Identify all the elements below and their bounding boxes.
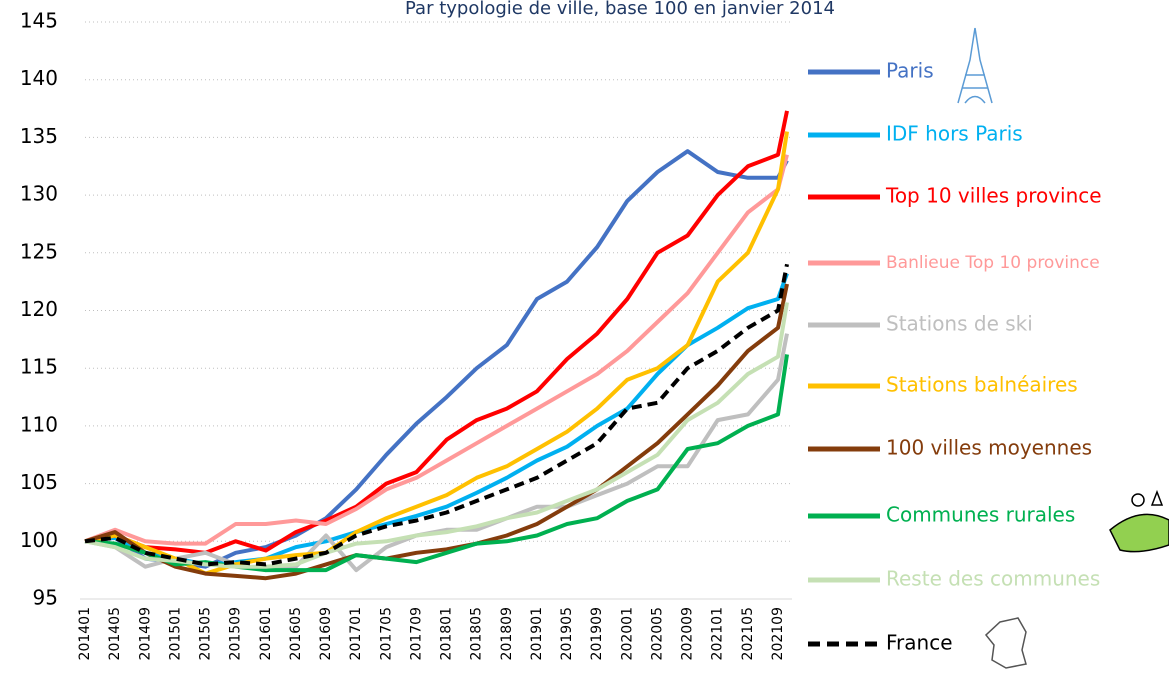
legend-label: France — [886, 631, 953, 655]
x-tick-label: 201401 — [77, 607, 93, 660]
legend-label: Banlieue Top 10 province — [886, 253, 1100, 273]
series-line — [84, 110, 789, 555]
legend-label: Top 10 villes province — [885, 184, 1102, 208]
icons — [957, 27, 1169, 669]
y-tick-label: 115 — [20, 355, 58, 379]
x-tick-label: 201701 — [348, 607, 364, 660]
series-line — [84, 302, 789, 569]
x-tick-label: 202101 — [710, 607, 726, 660]
legend-label: Reste des communes — [886, 567, 1100, 591]
legend-label: IDF hors Paris — [886, 122, 1023, 146]
series-line — [84, 263, 789, 567]
series-line — [84, 354, 789, 573]
x-tick-label: 201905 — [559, 607, 575, 660]
x-tick-label: 201405 — [107, 607, 123, 660]
x-tick-label: 201801 — [439, 607, 455, 660]
x-tick-label: 201501 — [167, 607, 183, 660]
field-icon — [1109, 489, 1169, 553]
x-tick-label: 202105 — [740, 607, 756, 660]
y-tick-label: 140 — [20, 66, 58, 90]
x-tick-label: 201509 — [228, 607, 244, 660]
legend-label: Stations balnéaires — [886, 373, 1078, 397]
y-tick-label: 110 — [20, 412, 58, 436]
y-tick-label: 100 — [20, 528, 58, 552]
x-tick-label: 201909 — [589, 607, 605, 660]
x-tick-label: 202005 — [649, 607, 665, 660]
y-tick-label: 130 — [20, 182, 58, 206]
series-line — [84, 333, 789, 573]
y-tick-label: 125 — [20, 239, 58, 263]
legend-label: Paris — [886, 59, 934, 83]
x-tick-label: 201605 — [288, 607, 304, 660]
france-icon — [984, 617, 1027, 669]
legend-label: 100 villes moyennes — [886, 436, 1092, 460]
y-tick-label: 120 — [20, 297, 58, 321]
series-line — [84, 149, 789, 569]
legend-label: Communes rurales — [886, 503, 1075, 527]
x-tick-label: 201409 — [137, 607, 153, 660]
x-tick-label: 202001 — [619, 607, 635, 660]
series-line — [84, 154, 789, 546]
x-tick-label: 201809 — [499, 607, 515, 660]
x-tick-label: 201601 — [258, 607, 274, 660]
y-tick-label: 145 — [20, 9, 58, 33]
x-tick-label: 202009 — [680, 607, 696, 660]
x-tick-label: 201705 — [378, 607, 394, 660]
x-tick-label: 201901 — [529, 607, 545, 660]
y-tick-label: 95 — [33, 586, 58, 610]
legend-label: Stations de ski — [886, 312, 1033, 336]
x-tick-label: 201505 — [198, 607, 214, 660]
chart-title: Par typologie de ville, base 100 en janv… — [405, 0, 835, 19]
x-tick-label: 202109 — [770, 607, 786, 660]
x-tick-label: 201805 — [469, 607, 485, 660]
x-tick-label: 201609 — [318, 607, 334, 660]
eiffel-icon — [957, 27, 993, 104]
y-tick-label: 135 — [20, 124, 58, 148]
series-line — [84, 283, 789, 581]
y-tick-label: 105 — [20, 470, 58, 494]
x-tick-label: 201709 — [408, 607, 424, 660]
